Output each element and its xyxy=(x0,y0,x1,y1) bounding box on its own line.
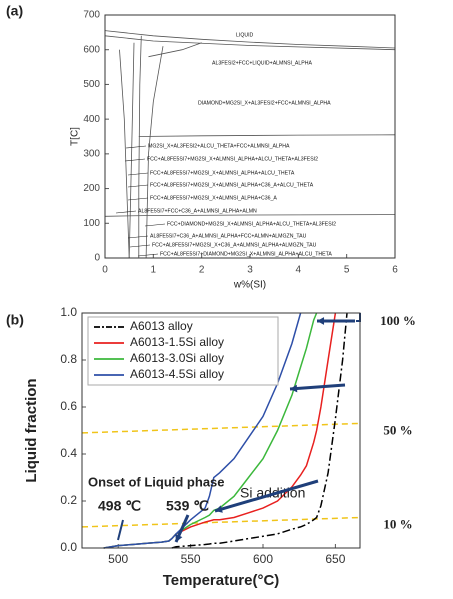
reference-label: 10 % xyxy=(383,516,412,531)
legend-label: A6013-4.5Si alloy xyxy=(130,367,224,381)
x-tick-label: 2 xyxy=(199,265,205,276)
pointer xyxy=(124,158,146,162)
phase-label: FCC+AL8FE5SI7+MG2SI_X+ALMNSI_ALPHA+ALCU_… xyxy=(150,170,295,176)
pointer xyxy=(129,244,151,248)
arrow-head xyxy=(290,384,298,393)
phase-label: MG2SI_X+AL3FESI2+ALCU_THETA+FCC+ALMNSI_A… xyxy=(148,143,290,149)
x-tick-label: 5 xyxy=(344,265,350,276)
x-tick-label: 6 xyxy=(392,265,398,276)
x-tick-label: 0 xyxy=(102,265,108,276)
phase-label: FCC+AL8FE5SI7+MG2SI_X+ALMNSI_ALPHA+C36_A… xyxy=(150,182,314,188)
y-tick-label: 0 xyxy=(94,253,100,264)
x-tick-label: 600 xyxy=(253,552,273,566)
reference-line xyxy=(81,422,361,434)
phase-boundary xyxy=(119,49,130,259)
pointer xyxy=(127,172,149,176)
plot-frame xyxy=(104,14,396,259)
y-axis-label: T[C] xyxy=(70,127,81,146)
pointer xyxy=(127,197,149,201)
x-tick-label: 500 xyxy=(108,552,128,566)
arrow-head xyxy=(175,534,183,542)
pointer xyxy=(115,210,137,214)
panel-label: (b) xyxy=(6,312,24,328)
x-tick-label: 550 xyxy=(181,552,201,566)
phase-boundary xyxy=(138,134,396,137)
phase-label: FCC+AL8FE5SI7+DIAMOND+MG2SI_X+ALMNSI_ALP… xyxy=(160,251,332,257)
x-axis-label: Temperature(°C) xyxy=(163,572,280,589)
y-tick-label: 400 xyxy=(83,114,100,125)
y-tick-label: 200 xyxy=(83,183,100,194)
phase-label: FCC+AL8FE5SI7+MG2SI_X+ALMNSI_ALPHA+ALCU_… xyxy=(147,156,318,162)
phase-label: FCC+DIAMOND+MG2SI_X+ALMNSI_ALPHA+ALCU_TH… xyxy=(167,221,336,227)
phase-boundary xyxy=(148,42,202,58)
arrow-head xyxy=(215,505,223,513)
panel-label: (a) xyxy=(6,3,23,19)
reference-label: 50 % xyxy=(383,422,412,437)
x-tick-label: 3 xyxy=(247,265,253,276)
y-axis-label: Liquid fraction xyxy=(23,378,40,482)
y-tick-label: 600 xyxy=(83,44,100,55)
x-axis-label: w%(SI) xyxy=(233,280,266,291)
arrow xyxy=(289,383,346,391)
y-tick-label: 0.4 xyxy=(60,446,77,460)
pointer xyxy=(127,235,149,239)
phase-label: AL3FESI2+FCC+LIQUID+ALMNSI_ALPHA xyxy=(212,60,312,66)
y-tick-label: 300 xyxy=(83,148,100,159)
annotation: Onset of Liquid phase xyxy=(88,474,225,489)
pointer xyxy=(137,253,159,257)
arrow xyxy=(214,479,319,513)
legend-label: A6013-3.0Si alloy xyxy=(130,351,224,365)
y-tick-label: 100 xyxy=(83,218,100,229)
phase-boundary xyxy=(104,214,396,217)
x-tick-label: 4 xyxy=(296,265,302,276)
phase-label: LIQUID xyxy=(236,32,254,38)
y-tick-label: 0.8 xyxy=(60,352,77,366)
legend-label: A6013-1.5Si alloy xyxy=(130,335,224,349)
x-tick-label: 1 xyxy=(151,265,157,276)
reference-label: 100 % xyxy=(380,313,416,328)
y-tick-label: 700 xyxy=(83,10,100,21)
pointer xyxy=(144,223,166,227)
y-tick-label: 1.0 xyxy=(60,305,77,319)
phase-boundary xyxy=(104,30,396,49)
legend-label: A6013 alloy xyxy=(130,319,193,333)
arrow-head xyxy=(317,317,325,325)
phase-label: AL8FE5SI7+FCC+C36_A+ALMNSI_ALPHA+ALMN xyxy=(138,208,257,214)
series-line xyxy=(103,312,302,549)
y-tick-label: 0.6 xyxy=(60,399,77,413)
pointer xyxy=(125,145,147,149)
y-tick-label: 0.2 xyxy=(60,493,77,507)
plot-frame xyxy=(81,312,361,549)
phase-label: AL8FE5SI7+C36_A+ALMNSI_ALPHA+FCC+ALMN+AL… xyxy=(150,233,307,239)
phase-label: FCC+AL8FE5SI7+MG2SI_X+ALMNSI_ALPHA+C36_A xyxy=(150,195,277,201)
legend-box xyxy=(87,316,279,386)
phase-boundary xyxy=(104,35,396,51)
x-tick-label: 650 xyxy=(325,552,345,566)
y-tick-label: 0.0 xyxy=(60,540,77,554)
annotation: 539 ℃ xyxy=(166,498,209,514)
annotation: 498 ℃ xyxy=(98,498,141,514)
pointer xyxy=(127,184,149,188)
bracket xyxy=(356,313,361,322)
phase-label: DIAMOND+MG2SI_X+AL3FESI2+FCC+ALMNSI_ALPH… xyxy=(198,100,331,106)
arrow xyxy=(117,519,124,541)
series-line xyxy=(171,312,348,549)
y-tick-label: 500 xyxy=(83,79,100,90)
phase-boundary xyxy=(128,42,135,259)
phase-boundary xyxy=(145,46,164,259)
phase-label: FCC+AL8FE5SI7+MG2SI_X+C36_A+ALMNSI_ALPHA… xyxy=(152,242,317,248)
